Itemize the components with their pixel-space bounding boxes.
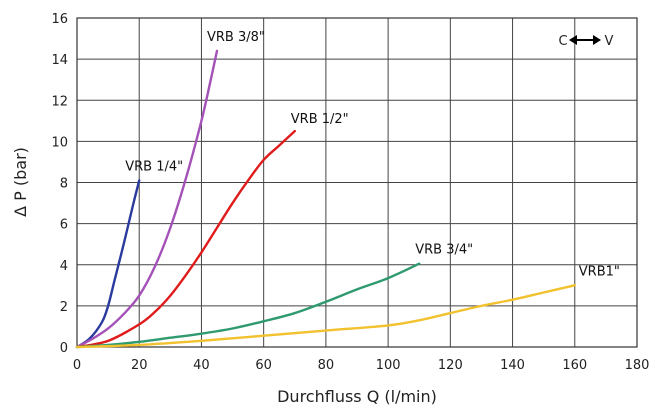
y-tick-label: 16 [51, 12, 68, 27]
series-label: VRB1" [579, 264, 620, 279]
series-label: VRB 3/8" [207, 30, 265, 45]
x-tick-label: 180 [625, 358, 650, 373]
x-tick-label: 80 [318, 358, 335, 373]
grid [76, 17, 638, 348]
series-line [75, 129, 296, 349]
x-tick-label: 40 [193, 358, 210, 373]
series-line [75, 284, 576, 349]
x-tick-label: 60 [255, 358, 272, 373]
curves [75, 49, 576, 349]
series-label: VRB 3/4" [415, 243, 473, 258]
x-tick-label: 20 [131, 358, 148, 373]
direction-right-letter: V [605, 34, 614, 49]
x-tick-label: 0 [73, 358, 81, 373]
series-label: VRB 1/2" [291, 112, 349, 127]
direction-arrow-left-icon [569, 35, 577, 45]
series-line [75, 49, 219, 349]
direction-arrow-right-icon [593, 35, 601, 45]
series-labels: VRB 1/4" VRB 3/8" VRB 1/2" VRB 3/4" VRB1" [125, 30, 620, 279]
y-tick-label: 2 [60, 300, 68, 315]
x-tick-label: 140 [500, 358, 525, 373]
y-tick-label: 6 [60, 218, 68, 233]
series-line [75, 179, 141, 349]
y-tick-label: 4 [60, 259, 68, 274]
tick-labels: 0 20 40 60 80 100 120 140 160 180 0 2 4 6 8 10 12 14 16 [51, 12, 649, 373]
direction-indicator: C V [558, 34, 613, 49]
y-tick-label: 0 [60, 341, 68, 356]
y-tick-label: 14 [51, 53, 68, 68]
y-tick-label: 8 [60, 177, 68, 192]
x-tick-label: 120 [438, 358, 463, 373]
series-label: VRB 1/4" [125, 159, 183, 174]
y-axis-title: Δ P (bar) [11, 147, 30, 217]
y-tick-label: 10 [51, 135, 68, 150]
x-tick-label: 160 [562, 358, 587, 373]
y-tick-label: 12 [51, 94, 68, 109]
x-tick-label: 100 [376, 358, 401, 373]
x-axis-title: Durchfluss Q (l/min) [277, 387, 437, 406]
plot-frame [76, 17, 638, 348]
direction-left-letter: C [558, 34, 567, 49]
series-line [75, 262, 421, 349]
